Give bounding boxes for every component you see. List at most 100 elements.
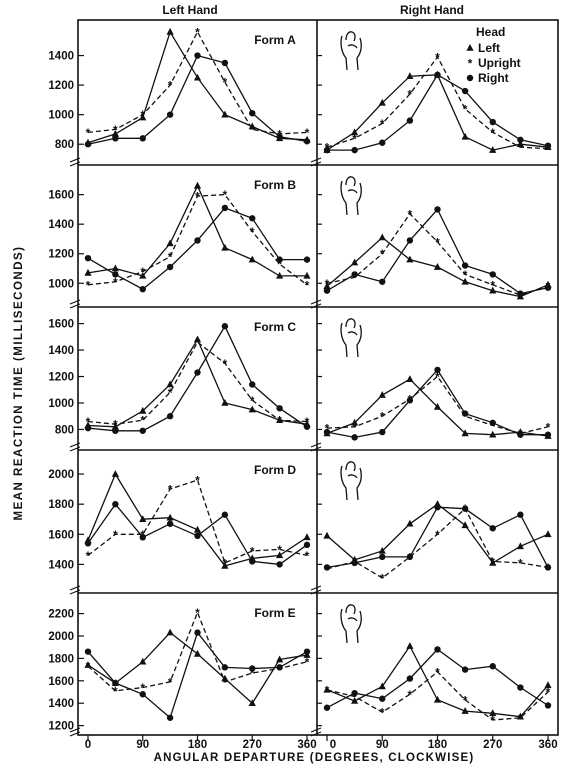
data-point-circle <box>139 135 146 142</box>
y-tick-label: 1600 <box>48 190 74 202</box>
data-point-circle <box>517 136 524 143</box>
data-point-star: * <box>435 51 440 65</box>
data-point-star: * <box>168 675 173 689</box>
data-point-star: * <box>352 271 357 285</box>
data-point-triangle <box>276 551 284 559</box>
legend-title: Head <box>476 25 505 39</box>
data-point-triangle <box>221 243 229 251</box>
y-tick-label: 2000 <box>48 631 74 643</box>
data-point-star: * <box>380 117 385 131</box>
y-tick-label: 1200 <box>48 372 74 384</box>
data-point-circle <box>194 369 201 376</box>
y-tick-label: 1000 <box>48 398 74 410</box>
data-point-circle <box>112 679 119 687</box>
x-tick-label: 360 <box>538 739 557 751</box>
data-point-circle <box>166 413 174 420</box>
data-point-star: * <box>435 528 440 542</box>
data-point-circle <box>461 87 469 95</box>
data-point-star: * <box>546 686 551 700</box>
series-line-right <box>87 631 308 719</box>
data-point-star: * <box>325 277 330 291</box>
data-point-star: * <box>305 549 310 563</box>
data-point-triangle <box>139 406 147 414</box>
axis-break <box>310 157 322 167</box>
data-point-circle <box>139 285 146 293</box>
y-tick-label: 1600 <box>48 529 74 541</box>
data-point-circle <box>351 434 358 441</box>
data-point-star: * <box>490 555 495 569</box>
data-point-circle <box>461 262 469 269</box>
data-point-triangle <box>406 255 414 263</box>
data-point-circle <box>249 215 256 222</box>
data-point-star: * <box>113 275 118 289</box>
data-point-circle <box>194 237 201 244</box>
data-point-triangle <box>139 113 147 121</box>
data-point-circle <box>379 695 386 702</box>
data-point-circle <box>434 646 441 653</box>
hand-icon <box>340 31 362 71</box>
data-point-triangle <box>466 44 474 51</box>
data-point-circle <box>249 558 256 565</box>
data-point-star: * <box>380 706 385 720</box>
data-point-star: * <box>86 549 91 563</box>
y-axis-label: MEAN REACTION TIME (MILLISECONDS) <box>13 245 25 520</box>
data-point-triangle <box>221 674 229 682</box>
data-point-star: * <box>435 370 440 384</box>
data-point-triangle <box>461 521 469 529</box>
data-point-star: * <box>408 87 413 101</box>
data-point-triangle <box>111 422 119 430</box>
hand-icon <box>340 461 362 501</box>
data-point-circle <box>517 684 524 691</box>
data-point-circle <box>406 553 414 561</box>
axis-break <box>310 585 322 595</box>
data-point-triangle <box>351 418 359 426</box>
y-tick-label: 1800 <box>48 653 74 665</box>
data-point-star: * <box>463 268 468 282</box>
data-point-triangle <box>193 525 202 533</box>
data-point-circle <box>544 284 552 291</box>
hand-icon <box>340 318 362 358</box>
data-point-star: * <box>250 666 255 680</box>
data-point-star: * <box>277 543 282 557</box>
data-point-triangle <box>166 239 174 247</box>
data-point-circle <box>84 424 92 432</box>
form-label: Form E <box>254 606 295 620</box>
data-point-triangle <box>433 402 442 410</box>
hand-outline <box>340 31 362 71</box>
data-point-star: * <box>463 693 468 707</box>
data-point-star: * <box>113 418 118 432</box>
data-point-star: * <box>140 414 145 428</box>
data-point-star: * <box>352 420 357 434</box>
data-point-star: * <box>223 188 228 202</box>
data-point-triangle <box>378 682 386 690</box>
data-point-star: * <box>546 142 551 156</box>
data-point-circle <box>166 520 174 527</box>
y-tick-label: 1400 <box>48 219 74 231</box>
data-point-triangle <box>433 695 442 703</box>
series-line-right <box>326 208 549 295</box>
data-point-triangle <box>221 398 229 406</box>
data-point-circle <box>406 675 414 682</box>
data-point-star: * <box>518 711 523 725</box>
data-point-triangle <box>461 132 469 140</box>
data-point-circle <box>194 532 201 540</box>
panels: 800 1000 1200 1400 * * * * * * * * * * * * * * * * * * Form A 1… <box>48 19 559 751</box>
data-point-circle <box>406 117 414 124</box>
form-label: Form D <box>254 463 296 477</box>
data-point-triangle <box>516 140 524 148</box>
data-point-triangle <box>166 628 174 636</box>
data-point-triangle <box>351 128 359 136</box>
data-point-star: * <box>250 225 255 239</box>
data-point-circle <box>379 428 386 436</box>
data-point-triangle <box>193 649 202 657</box>
data-point-triangle <box>406 642 414 649</box>
data-point-star: * <box>113 123 118 137</box>
data-point-circle <box>379 553 386 561</box>
data-point-circle <box>112 427 119 434</box>
x-tick-label: 360 <box>297 739 316 751</box>
data-point-circle <box>112 135 119 142</box>
data-point-star: * <box>140 108 145 122</box>
column-title-right: Right Hand <box>400 3 464 17</box>
data-point-circle <box>221 664 229 671</box>
data-point-circle <box>221 323 229 330</box>
